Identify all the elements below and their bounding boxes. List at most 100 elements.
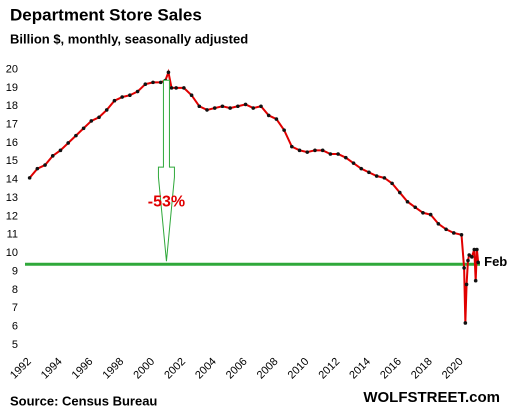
data-point — [470, 255, 474, 259]
data-point — [359, 166, 364, 171]
y-tick-label: 14 — [6, 174, 18, 186]
data-point — [104, 108, 109, 112]
arrow — [157, 79, 175, 262]
data-point — [382, 176, 387, 180]
data-point — [336, 152, 340, 156]
data-point — [320, 148, 325, 153]
data-point — [290, 144, 294, 149]
data-point — [212, 106, 217, 110]
y-tick-label: 18 — [6, 100, 18, 112]
x-tick-label: 2004 — [193, 356, 219, 382]
data-point — [158, 80, 163, 85]
data-point — [43, 163, 47, 167]
data-point — [97, 115, 101, 120]
data-point — [313, 148, 317, 153]
data-point — [169, 86, 174, 90]
data-point — [421, 210, 425, 215]
y-tick-label: 16 — [6, 137, 18, 149]
y-tick-label: 10 — [6, 247, 18, 259]
y-tick-label: 20 — [6, 63, 18, 75]
x-tick-label: 2018 — [409, 356, 435, 382]
x-tick-label: 1998 — [101, 356, 127, 382]
data-point — [405, 199, 410, 204]
chart-title: Department Store Sales — [10, 5, 202, 24]
data-point — [50, 154, 55, 158]
data-point — [35, 166, 40, 171]
data-point — [462, 266, 466, 270]
data-line — [28, 68, 480, 323]
data-point — [259, 104, 263, 109]
data-point — [243, 102, 248, 107]
y-tick-label: 13 — [6, 192, 18, 204]
data-point — [473, 278, 478, 283]
x-tick-label: 1992 — [8, 356, 34, 382]
data-point — [444, 227, 448, 232]
chart-subtitle: Billion $, monthly, seasonally adjusted — [10, 31, 248, 46]
data-point — [266, 113, 271, 118]
x-tick-label: 2006 — [224, 356, 250, 382]
data-point — [197, 104, 202, 109]
data-point — [367, 170, 371, 175]
x-tick-label: 2008 — [255, 356, 281, 382]
data-point — [305, 150, 310, 154]
data-point — [459, 233, 464, 237]
x-tick-label: 2000 — [131, 356, 157, 382]
x-tick-label: 2012 — [316, 356, 342, 382]
data-point — [282, 128, 286, 132]
annotation: -53% — [148, 193, 185, 210]
y-tick-label: 7 — [12, 302, 18, 314]
data-point — [463, 321, 468, 325]
data-point — [436, 221, 441, 226]
y-tick-label: 9 — [12, 265, 18, 277]
data-point — [58, 148, 63, 153]
data-point — [351, 161, 356, 165]
data-point — [128, 93, 132, 98]
x-tick-label: 1996 — [70, 356, 96, 382]
data-point — [451, 231, 456, 235]
data-point — [475, 247, 479, 252]
x-tick-label: 2014 — [347, 356, 373, 382]
data-point — [151, 80, 155, 85]
data-point — [74, 133, 78, 138]
data-point — [182, 86, 186, 90]
data-point — [236, 104, 240, 109]
y-tick-label: 19 — [6, 82, 18, 94]
y-tick-label: 5 — [12, 339, 18, 351]
data-point — [166, 70, 171, 75]
data-point — [251, 106, 256, 110]
data-point — [189, 93, 194, 98]
brand: WOLFSTREET.com — [363, 389, 500, 406]
data-point — [120, 95, 124, 99]
data-point — [112, 98, 117, 103]
data-point — [344, 155, 348, 160]
x-tick-label: 1994 — [39, 356, 65, 382]
data-point — [428, 212, 433, 217]
data-point — [27, 176, 32, 180]
x-tick-label: 2010 — [286, 356, 312, 382]
data-point — [274, 117, 279, 121]
x-tick-label: 2016 — [378, 356, 404, 382]
x-tick-label: 2020 — [440, 356, 466, 382]
y-tick-label: 17 — [6, 119, 18, 131]
data-point — [66, 141, 70, 145]
data-point — [476, 260, 480, 265]
source: Source: Census Bureau — [10, 393, 157, 408]
data-point — [390, 181, 394, 186]
data-point — [464, 282, 469, 287]
data-point — [174, 86, 178, 90]
data-point — [467, 253, 472, 257]
data-point — [413, 205, 418, 210]
data-point — [297, 148, 302, 153]
data-point — [228, 106, 232, 110]
y-tick-label: 6 — [12, 321, 18, 333]
y-tick-label: 8 — [12, 284, 18, 296]
y-tick-label: 12 — [6, 210, 18, 222]
data-point — [135, 89, 140, 94]
data-point — [397, 190, 402, 195]
data-point — [472, 247, 477, 252]
y-tick-label: 11 — [7, 229, 18, 241]
data-point — [328, 152, 333, 156]
data-point — [89, 119, 94, 123]
end-label: Feb — [484, 254, 507, 269]
